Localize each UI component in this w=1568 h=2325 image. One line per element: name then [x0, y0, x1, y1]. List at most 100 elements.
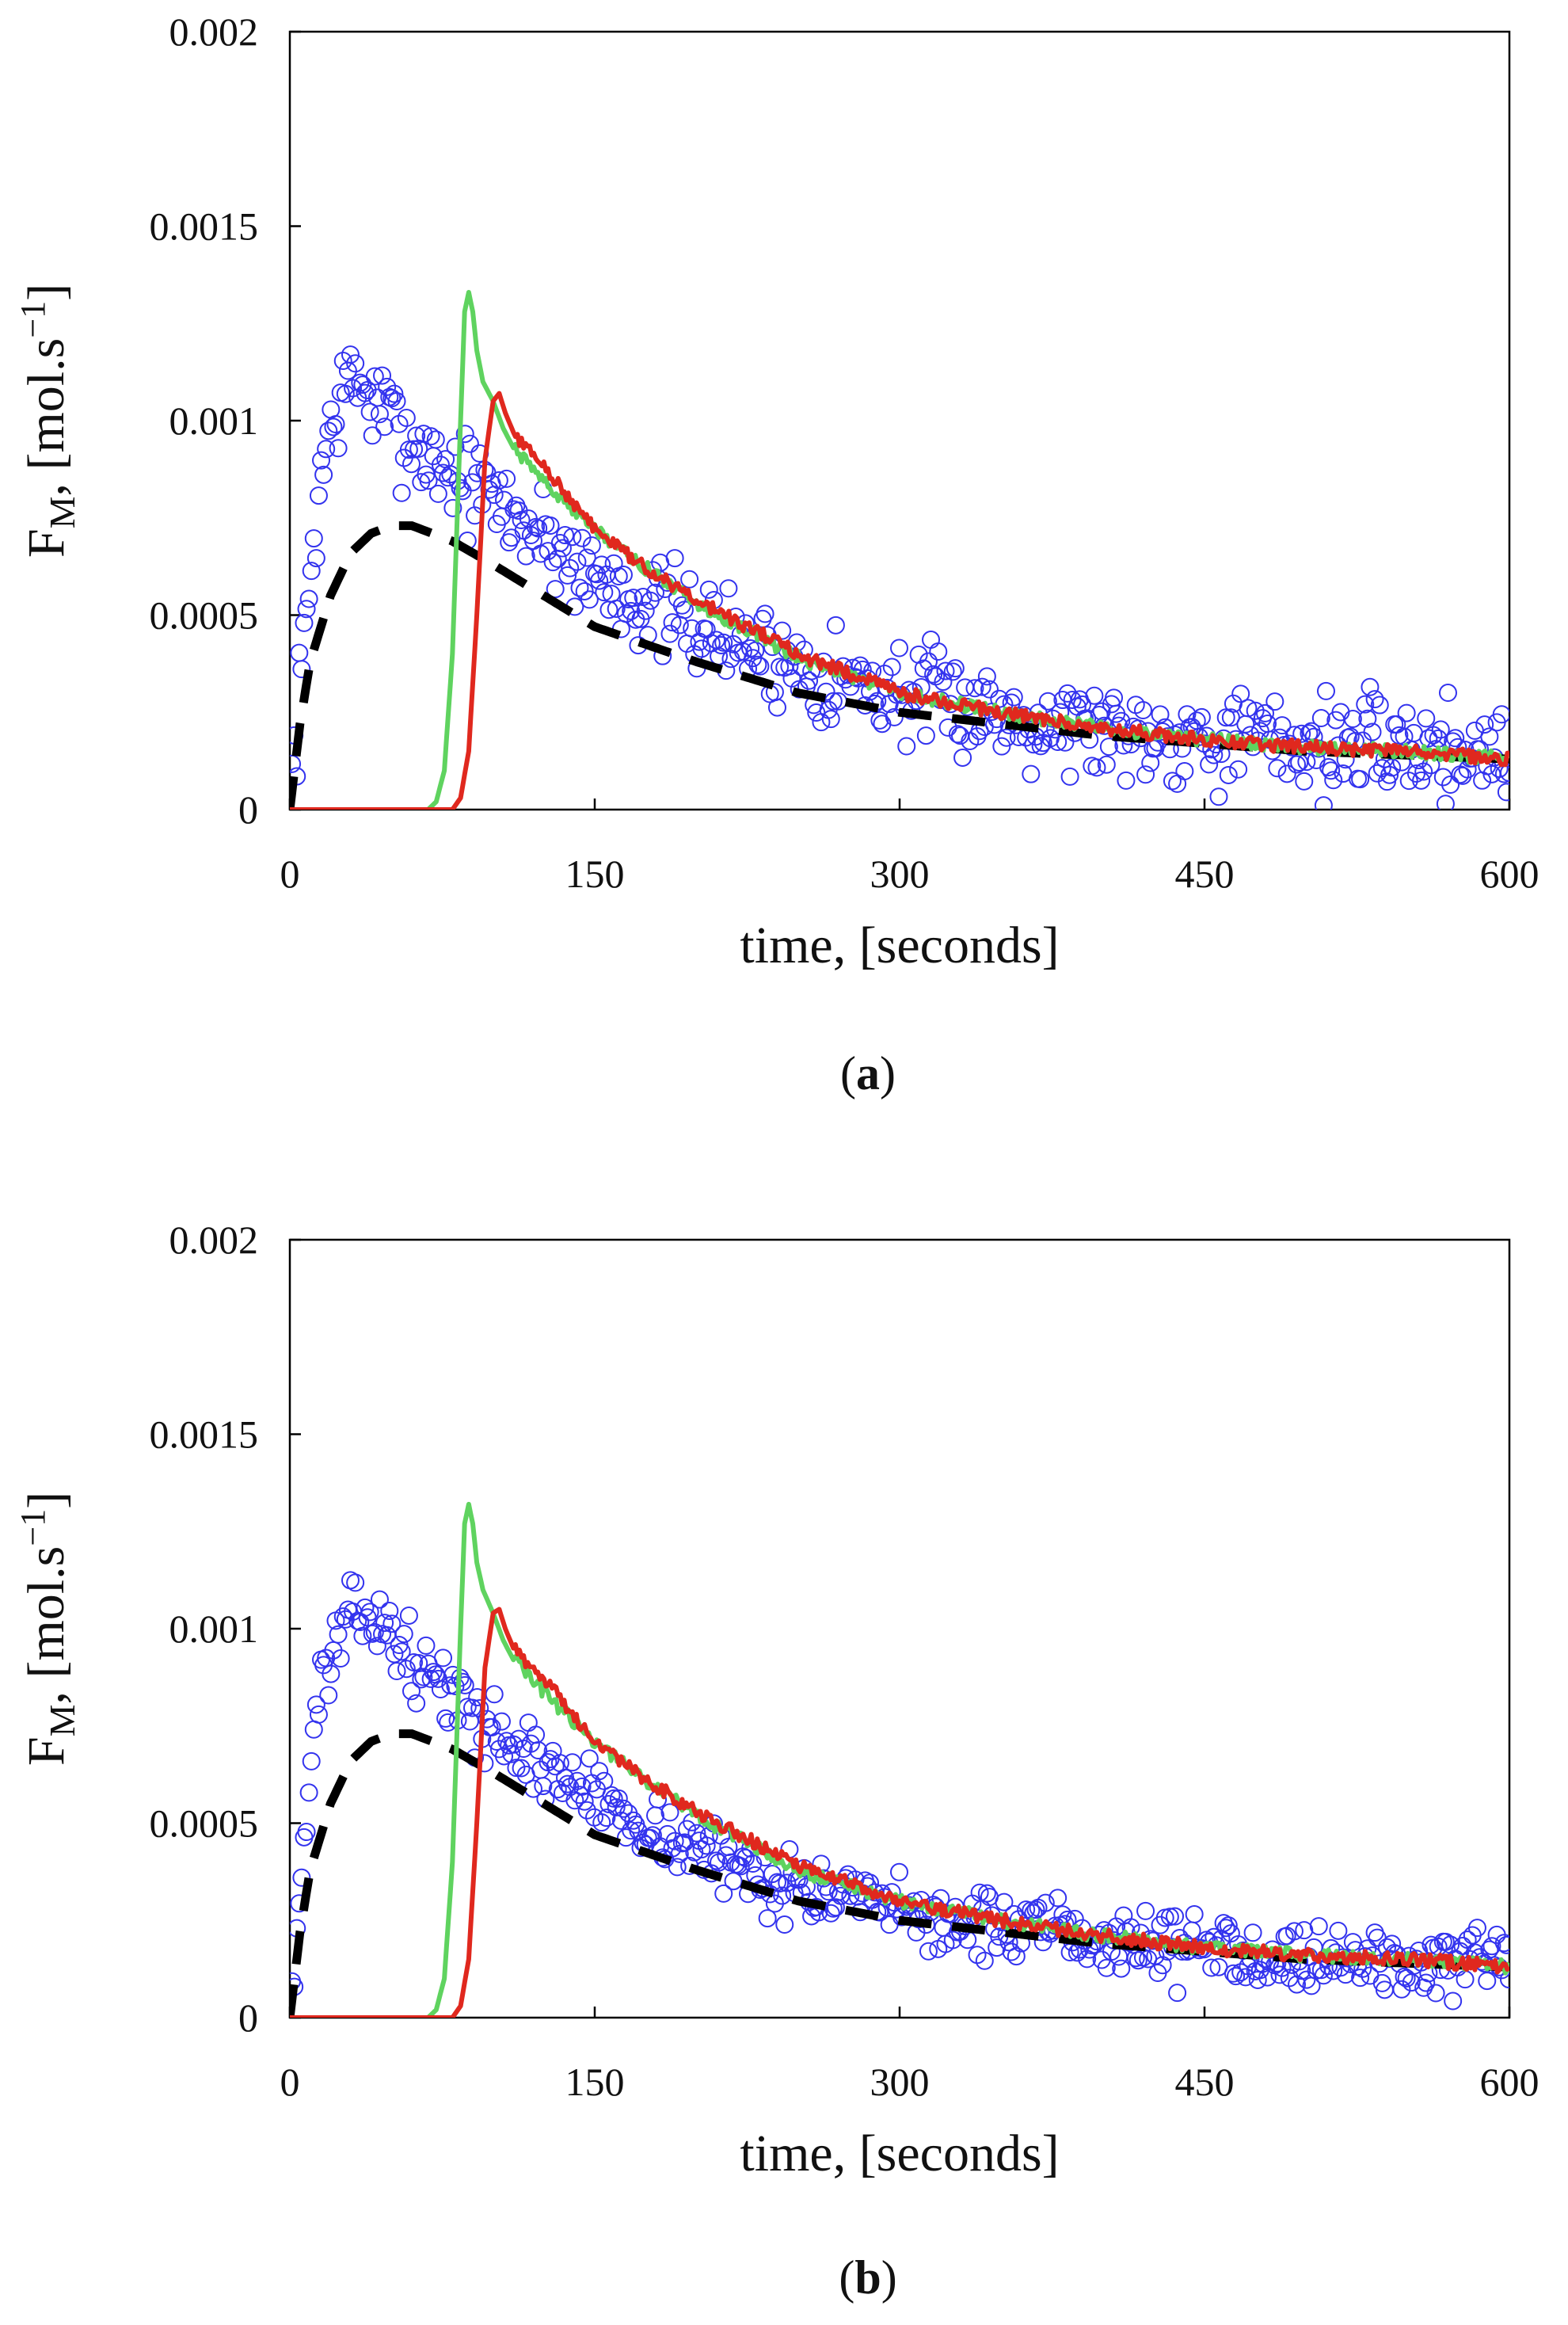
y-axis-label-part: −1	[13, 301, 52, 338]
data-point	[370, 405, 389, 424]
y-axis-label-part: −1	[13, 1509, 52, 1546]
data-point	[333, 352, 352, 371]
data-point	[436, 1709, 455, 1728]
data-point	[1343, 709, 1362, 728]
data-point	[402, 1682, 421, 1701]
data-point	[924, 665, 943, 684]
data-point	[1060, 767, 1079, 786]
data-point	[946, 659, 965, 678]
x-axis-label: time, [seconds]	[740, 2125, 1059, 2182]
data-point	[426, 430, 445, 449]
data-point	[370, 1590, 389, 1609]
data-point	[1358, 709, 1377, 728]
data-point	[1007, 1947, 1026, 1966]
data-point	[322, 1664, 341, 1683]
data-point	[521, 1734, 540, 1753]
data-point	[1163, 772, 1182, 791]
data-point	[431, 1679, 450, 1698]
data-point	[290, 754, 302, 773]
x-tick-label: 150	[565, 852, 625, 896]
data-point	[1436, 1932, 1455, 1951]
y-axis-label-part: , [mol.s	[17, 338, 75, 497]
data-point	[1182, 1921, 1201, 1940]
data-point	[434, 1648, 453, 1668]
data-point	[356, 383, 375, 402]
data-point	[1297, 1970, 1316, 1989]
data-point	[299, 1783, 318, 1802]
y-axis-label-part: M	[42, 1705, 82, 1737]
data-point	[1248, 1970, 1267, 1989]
panel-label-part: )	[880, 1047, 896, 1100]
data-point	[365, 1622, 384, 1641]
data-point	[929, 642, 948, 661]
x-axis-label: time, [seconds]	[740, 917, 1059, 974]
data-point	[1224, 1964, 1243, 1983]
plot-area	[290, 1501, 1509, 2018]
y-axis-label: FM, [mol.s−1]	[13, 284, 82, 558]
data-point	[880, 695, 899, 714]
data-point	[675, 600, 694, 619]
data-point	[367, 1637, 386, 1656]
data-point	[1356, 695, 1375, 714]
data-point	[378, 377, 397, 396]
data-point	[1351, 1969, 1370, 1988]
data-point	[387, 391, 406, 410]
data-point	[1038, 692, 1057, 711]
data-point	[312, 451, 331, 470]
data-point	[1329, 1921, 1348, 1940]
data-point	[405, 440, 424, 459]
data-point	[665, 1831, 684, 1850]
data-point	[812, 713, 831, 732]
data-point	[1361, 1966, 1380, 1985]
data-point	[563, 1753, 582, 1772]
data-point	[592, 1813, 611, 1832]
data-point	[399, 1606, 418, 1625]
data-point	[778, 1873, 797, 1892]
data-point	[1436, 795, 1455, 810]
panel-label-part: (	[840, 1047, 856, 1100]
x-tick-label: 450	[1175, 852, 1235, 896]
data-point	[624, 1811, 643, 1830]
data-point	[495, 1747, 514, 1766]
data-point	[1475, 715, 1494, 734]
data-point	[699, 580, 718, 599]
data-point	[607, 1797, 626, 1816]
data-point	[826, 1898, 845, 1917]
data-point	[1268, 759, 1287, 778]
data-point	[402, 455, 421, 474]
x-tick-label: 300	[870, 852, 930, 896]
data-point	[611, 1811, 630, 1830]
data-point	[1295, 772, 1314, 791]
data-point	[1414, 762, 1433, 781]
data-point	[622, 1821, 641, 1840]
data-point	[373, 366, 392, 385]
data-point	[1246, 701, 1265, 720]
data-point	[995, 1892, 1014, 1911]
data-point	[1444, 1991, 1463, 2011]
data-point	[507, 1759, 526, 1778]
data-point	[419, 471, 438, 490]
data-point	[1004, 688, 1023, 707]
data-point	[304, 1720, 323, 1739]
data-point	[687, 1824, 706, 1843]
data-point	[755, 604, 774, 623]
data-point	[880, 1915, 899, 1934]
data-point	[724, 1872, 743, 1891]
data-point	[1221, 708, 1240, 727]
y-axis-label-part: ]	[17, 284, 75, 301]
data-point	[407, 1694, 426, 1713]
x-tick-label: 600	[1480, 852, 1539, 896]
data-point	[317, 440, 336, 459]
data-point	[724, 635, 743, 654]
data-point	[1117, 771, 1136, 790]
data-point	[624, 589, 643, 608]
data-point	[519, 1713, 538, 1732]
data-point	[1351, 770, 1370, 789]
data-point	[462, 473, 481, 492]
data-point	[1175, 762, 1194, 781]
data-point	[1192, 707, 1211, 726]
data-point	[1497, 1935, 1509, 1954]
data-point	[1478, 1972, 1497, 1991]
data-point	[297, 1823, 316, 1842]
